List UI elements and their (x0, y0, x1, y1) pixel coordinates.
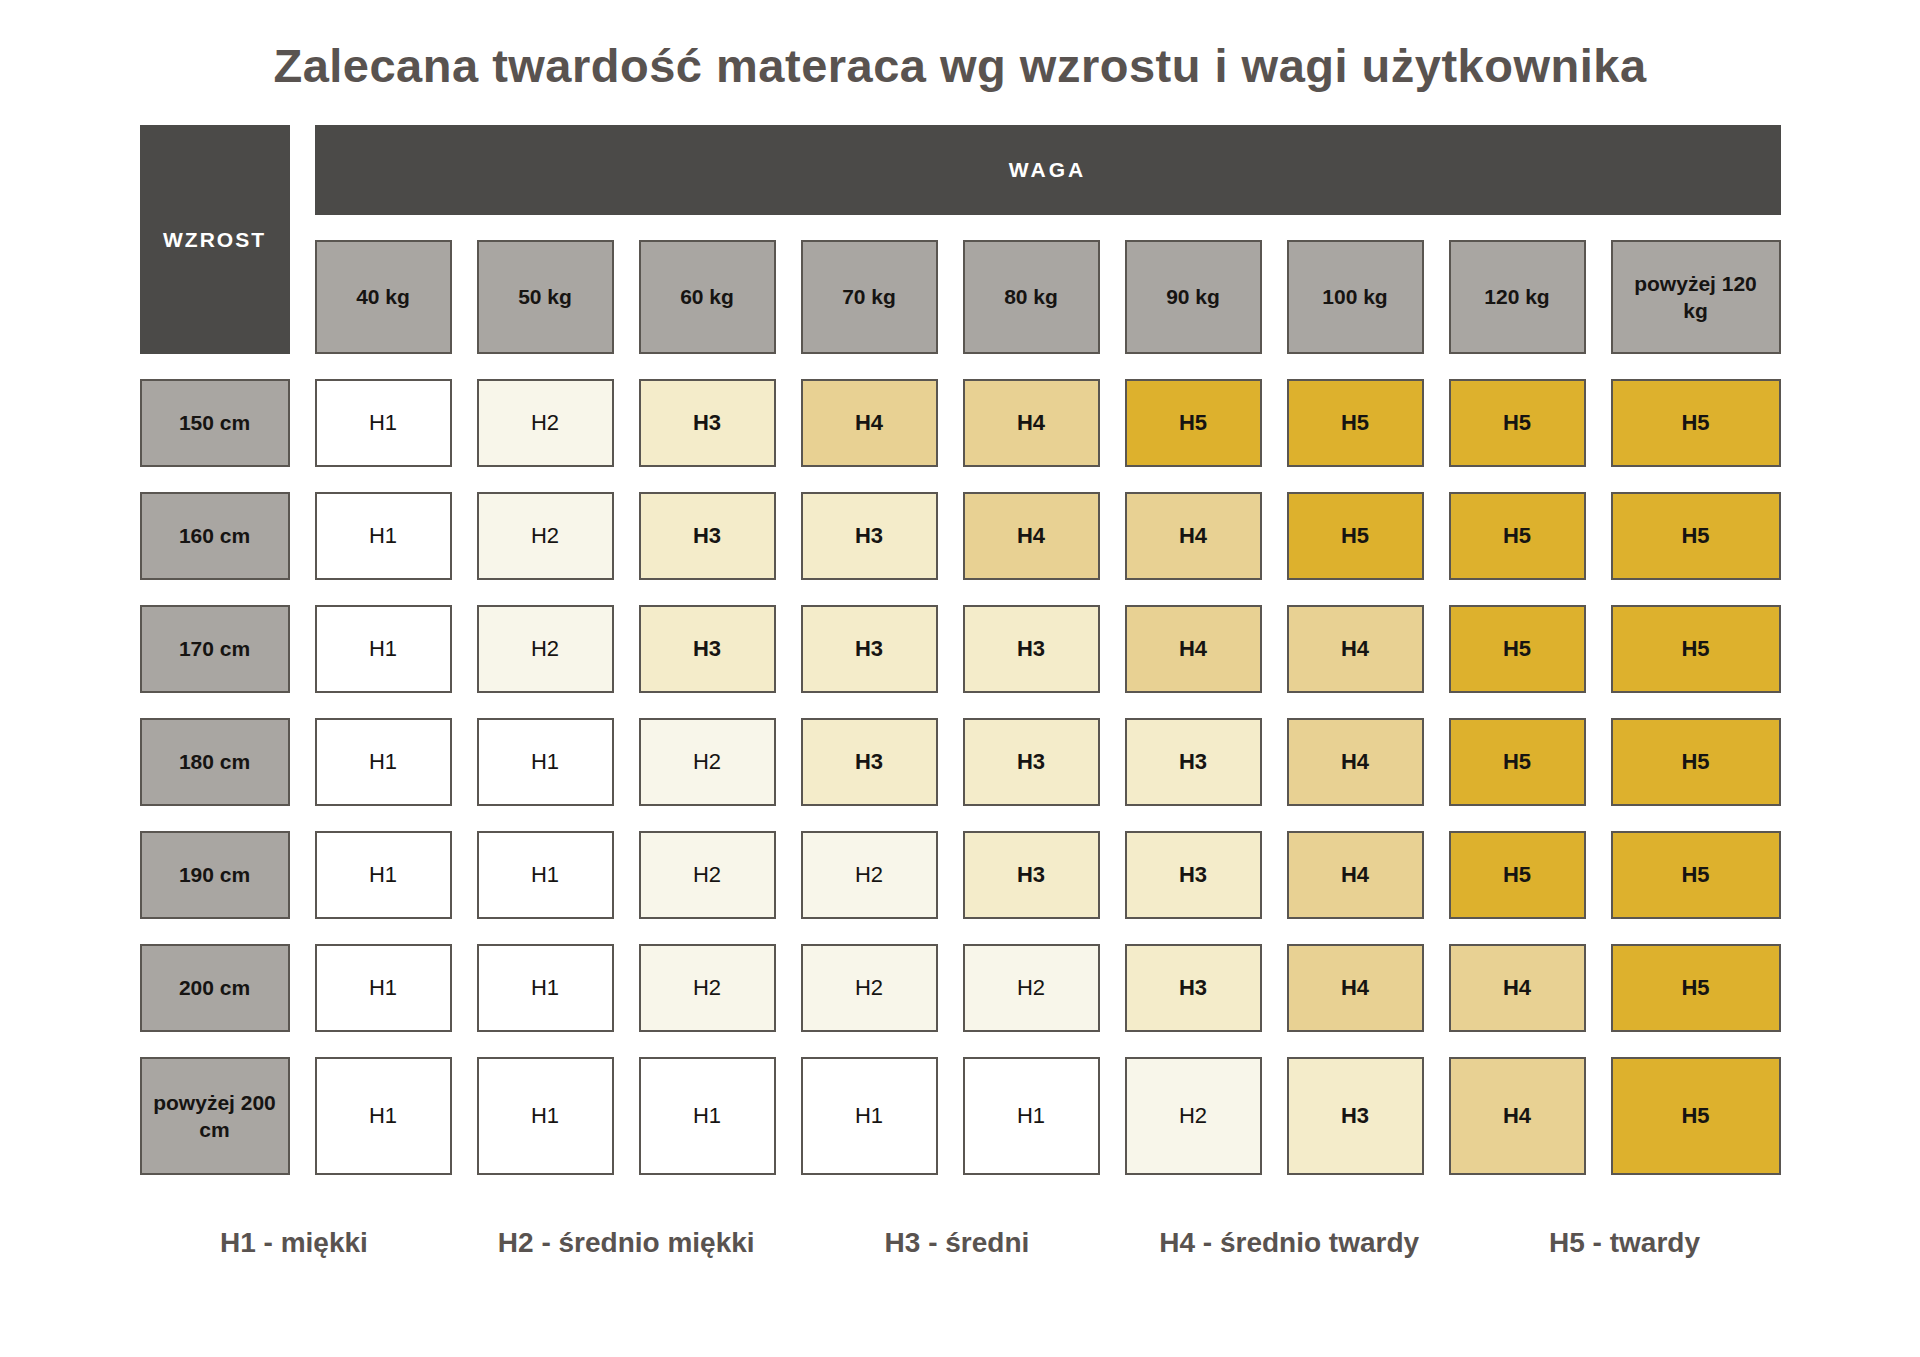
grid-cell: H2 (801, 831, 938, 919)
row-header: 150 cm (140, 379, 290, 467)
grid-cell: H1 (477, 1057, 614, 1175)
grid-cell: H5 (1611, 944, 1781, 1032)
page-title: Zalecana twardość materaca wg wzrostu i … (0, 38, 1920, 93)
col-header: 70 kg (801, 240, 938, 354)
col-header: 40 kg (315, 240, 452, 354)
col-axis-header: WAGA (315, 125, 1781, 215)
grid-cell: H5 (1611, 379, 1781, 467)
grid-cell: H3 (1125, 944, 1262, 1032)
grid-cell: H4 (1449, 944, 1586, 1032)
legend: H1 - miękki H2 - średnio miękki H3 - średn… (220, 1227, 1700, 1259)
grid-cell: H1 (315, 1057, 452, 1175)
col-header: 50 kg (477, 240, 614, 354)
grid-cell: H3 (639, 492, 776, 580)
grid-cell: H1 (477, 831, 614, 919)
firmness-table: WZROST WAGA 40 kg50 kg60 kg70 kg80 kg90 … (0, 125, 1920, 1175)
grid-cell: H5 (1611, 492, 1781, 580)
grid-cell: H3 (1125, 718, 1262, 806)
grid-cell: H5 (1125, 379, 1262, 467)
grid-cell: H2 (477, 492, 614, 580)
infographic-page: Zalecana twardość materaca wg wzrostu i … (0, 0, 1920, 1357)
grid-cell: H2 (1125, 1057, 1262, 1175)
grid-cell: H5 (1287, 379, 1424, 467)
grid-cell: H2 (963, 944, 1100, 1032)
grid-cell: H1 (315, 605, 452, 693)
grid-cell: H4 (1287, 718, 1424, 806)
grid-cell: H1 (315, 718, 452, 806)
grid-cell: H3 (801, 718, 938, 806)
grid-cell: H5 (1449, 492, 1586, 580)
legend-item: H1 - miękki (220, 1227, 368, 1259)
grid-cell: H5 (1449, 379, 1586, 467)
row-header: 180 cm (140, 718, 290, 806)
grid-cell: H3 (801, 605, 938, 693)
grid-cell: H1 (315, 492, 452, 580)
row-axis-header: WZROST (140, 125, 290, 354)
grid-cell: H2 (477, 379, 614, 467)
grid-cell: H1 (315, 944, 452, 1032)
grid-cell: H5 (1449, 605, 1586, 693)
grid-cell: H1 (963, 1057, 1100, 1175)
row-header: 200 cm (140, 944, 290, 1032)
grid-cell: H1 (315, 379, 452, 467)
grid-cell: H1 (477, 944, 614, 1032)
grid-cell: H4 (1125, 492, 1262, 580)
grid-cell: H3 (639, 605, 776, 693)
col-header: 80 kg (963, 240, 1100, 354)
grid-cell: H4 (801, 379, 938, 467)
grid-cell: H5 (1449, 831, 1586, 919)
legend-item: H3 - średni (885, 1227, 1030, 1259)
grid-cell: H5 (1611, 831, 1781, 919)
grid-cell: H5 (1611, 1057, 1781, 1175)
grid-cell: H3 (963, 831, 1100, 919)
col-header: 120 kg (1449, 240, 1586, 354)
col-header: powyżej 120 kg (1611, 240, 1781, 354)
legend-item: H4 - średnio twardy (1159, 1227, 1419, 1259)
grid-cell: H3 (639, 379, 776, 467)
grid-cell: H3 (801, 492, 938, 580)
row-header: 190 cm (140, 831, 290, 919)
grid-cell: H1 (315, 831, 452, 919)
grid-cell: H3 (1287, 1057, 1424, 1175)
grid-cell: H2 (801, 944, 938, 1032)
row-header: 170 cm (140, 605, 290, 693)
grid-cell: H4 (1125, 605, 1262, 693)
grid-cell: H4 (963, 379, 1100, 467)
col-header: 90 kg (1125, 240, 1262, 354)
grid-cell: H5 (1611, 605, 1781, 693)
grid-cell: H3 (963, 718, 1100, 806)
row-header: powyżej 200 cm (140, 1057, 290, 1175)
col-header: 100 kg (1287, 240, 1424, 354)
grid-cell: H5 (1287, 492, 1424, 580)
grid-cell: H2 (639, 831, 776, 919)
row-header: 160 cm (140, 492, 290, 580)
grid-cell: H1 (639, 1057, 776, 1175)
grid-cell: H1 (477, 718, 614, 806)
grid-cell: H3 (963, 605, 1100, 693)
col-header: 60 kg (639, 240, 776, 354)
grid-cell: H5 (1611, 718, 1781, 806)
grid-cell: H2 (477, 605, 614, 693)
grid-cell: H4 (1449, 1057, 1586, 1175)
grid-cell: H4 (1287, 831, 1424, 919)
legend-item: H5 - twardy (1549, 1227, 1700, 1259)
grid-cell: H4 (963, 492, 1100, 580)
grid-cell: H2 (639, 944, 776, 1032)
legend-item: H2 - średnio miękki (498, 1227, 755, 1259)
grid-cell: H4 (1287, 605, 1424, 693)
grid-cell: H5 (1449, 718, 1586, 806)
grid-cell: H2 (639, 718, 776, 806)
grid-cell: H4 (1287, 944, 1424, 1032)
grid-cell: H1 (801, 1057, 938, 1175)
grid-cell: H3 (1125, 831, 1262, 919)
